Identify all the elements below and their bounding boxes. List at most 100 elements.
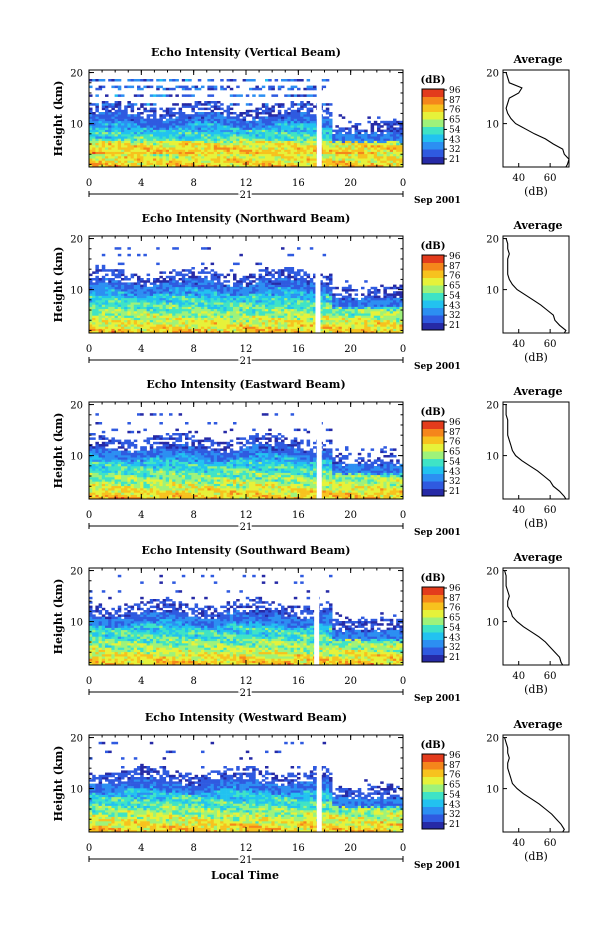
heatmap-cell (217, 295, 221, 299)
heatmap-cell (169, 158, 173, 161)
heatmap-cell (345, 302, 349, 305)
heatmap-cell (188, 293, 192, 296)
heatmap-cell (245, 112, 250, 115)
heatmap-cell (181, 297, 186, 301)
heatmap-cell (389, 134, 394, 137)
heatmap-cell (313, 147, 317, 150)
heatmap-cell (197, 131, 202, 135)
heatmap-cell (197, 87, 202, 91)
heatmap-cell (261, 280, 266, 283)
heatmap-cell (284, 140, 288, 144)
heatmap-cell (114, 118, 119, 122)
heatmap-cell (226, 311, 231, 314)
heatmap-cell (143, 138, 147, 141)
heatmap-cell (197, 315, 202, 318)
heatmap-cell (98, 142, 103, 146)
heatmap-cell (223, 315, 227, 318)
heatmap-cell (101, 306, 106, 310)
heatmap-cell (162, 147, 167, 150)
heatmap-cell (223, 134, 227, 137)
heatmap-cell (364, 140, 368, 144)
heatmap-cell (396, 138, 400, 141)
heatmap-cell (361, 142, 365, 146)
heatmap-cell (325, 123, 330, 126)
heatmap-cell (127, 302, 131, 305)
heatmap-cell (197, 300, 202, 303)
heatmap-cell (361, 313, 365, 316)
heatmap-cell (341, 297, 346, 301)
heatmap-cell (130, 275, 135, 279)
heatmap-cell (271, 304, 275, 307)
heatmap-cell (98, 306, 103, 310)
heatmap-cell (210, 324, 215, 327)
heatmap-cell (332, 153, 336, 157)
heatmap-cell (265, 136, 269, 139)
heatmap-cell (207, 114, 211, 117)
heatmap-cell (265, 280, 269, 283)
heatmap-cell (213, 103, 218, 106)
heatmap-cell (146, 302, 151, 305)
heatmap-cell (89, 304, 93, 307)
heatmap-cell (229, 136, 234, 139)
heatmap-cell (281, 282, 285, 285)
heatmap-cell (213, 87, 218, 91)
heatmap-cell (223, 125, 227, 128)
heatmap-cell (377, 140, 381, 144)
heatmap-cell (313, 273, 317, 277)
heatmap-cell (217, 278, 221, 281)
heatmap-cell (313, 140, 317, 144)
heatmap-cell (236, 304, 240, 307)
heatmap-cell (217, 275, 221, 279)
heatmap-cell (185, 284, 189, 288)
heatmap-cell (268, 326, 272, 329)
heatmap-cell (309, 295, 314, 299)
heatmap-cell (197, 306, 202, 310)
heatmap-cell (105, 129, 109, 133)
heatmap-cell (300, 138, 304, 141)
heatmap-cell (201, 304, 205, 307)
heatmap-cell (223, 328, 227, 332)
heatmap-cell (191, 131, 195, 135)
heatmap-cell (341, 156, 346, 159)
heatmap-cell (95, 156, 99, 159)
heatmap-cell (306, 311, 311, 314)
heatmap-cell (380, 164, 384, 167)
heatmap-cell (191, 322, 195, 325)
heatmap-cell (191, 116, 195, 119)
heatmap-cell (245, 306, 250, 310)
heatmap-cell (345, 291, 349, 294)
heatmap-cell (108, 136, 112, 139)
heatmap-cell (290, 158, 295, 161)
heatmap-cell (252, 123, 256, 126)
heatmap-cell (201, 293, 205, 296)
heatmap-cell (169, 308, 173, 312)
heatmap-cell (313, 304, 317, 307)
heatmap-cell (293, 330, 298, 333)
heatmap-cell (274, 149, 279, 152)
heatmap-cell (268, 129, 272, 133)
heatmap-cell (181, 313, 186, 316)
heatmap-cell (89, 153, 93, 157)
heatmap-cell (169, 151, 173, 155)
heatmap-cell (153, 136, 157, 139)
heatmap-cell (146, 79, 151, 82)
heatmap-cell (159, 138, 163, 141)
heatmap-cell (252, 131, 256, 135)
heatmap-cell (297, 118, 301, 122)
heatmap-cell (255, 160, 259, 163)
heatmap-cell (284, 269, 288, 272)
heatmap-cell (121, 273, 125, 277)
heatmap-cell (233, 308, 237, 312)
heatmap-cell (95, 105, 99, 108)
heatmap-cell (284, 328, 288, 332)
heatmap-cell (207, 79, 211, 82)
heatmap-cell (277, 103, 282, 106)
heatmap-cell (204, 267, 208, 270)
heatmap-cell (322, 326, 327, 329)
heatmap-cell (287, 149, 291, 152)
heatmap-cell (249, 142, 253, 146)
heatmap-cell (396, 134, 400, 137)
heatmap-cell (210, 153, 215, 157)
heatmap-cell (399, 160, 403, 163)
heatmap-cell (185, 156, 189, 159)
